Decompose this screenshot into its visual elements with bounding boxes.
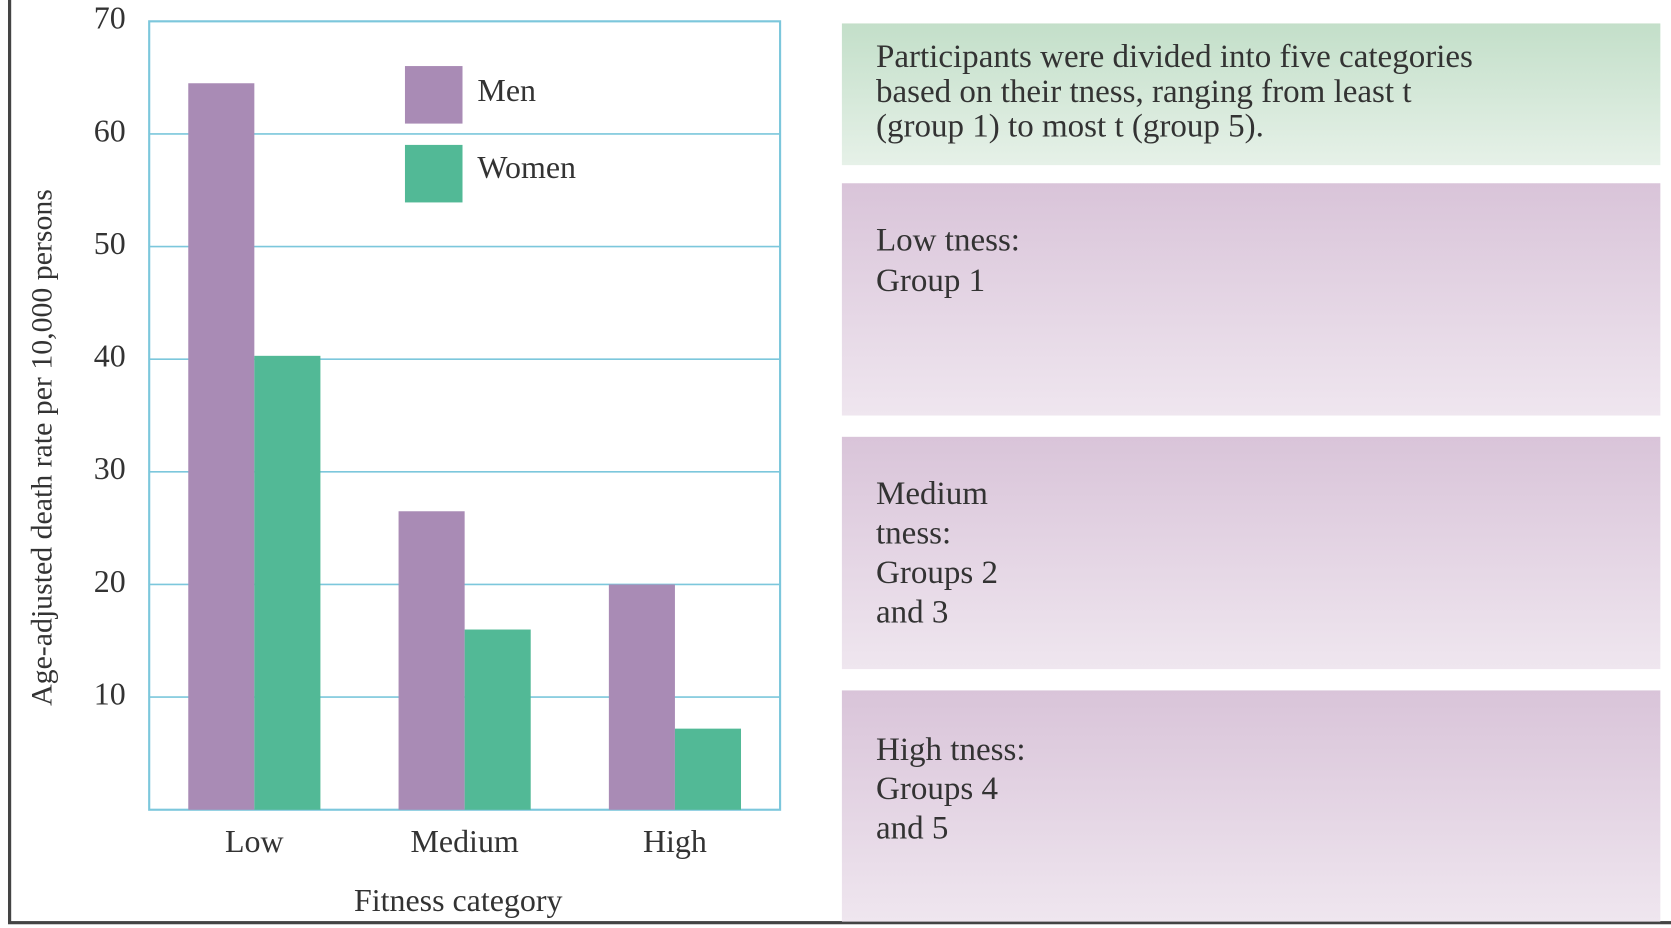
y-tick-label: 50 xyxy=(94,226,126,261)
bar xyxy=(188,83,254,809)
legend-swatch xyxy=(405,66,463,124)
chart: Age-adjusted death rate per 10,000 perso… xyxy=(0,0,1671,928)
y-tick-label: 40 xyxy=(94,339,126,374)
x-tick-label: Medium xyxy=(410,824,518,859)
panel-text: (group 1) to most t (group 5). xyxy=(876,108,1264,144)
legend-label: Women xyxy=(477,150,576,185)
y-tick-label: 70 xyxy=(94,1,126,36)
y-tick-label: 30 xyxy=(94,451,126,486)
panel-text: High tness: xyxy=(876,732,1026,768)
info-panel xyxy=(842,183,1660,415)
x-axis-label: Fitness category xyxy=(354,883,563,918)
y-tick-label: 20 xyxy=(94,564,126,599)
legend-swatch xyxy=(405,145,463,203)
bar xyxy=(675,729,741,810)
panel-text: Groups 2 xyxy=(876,555,998,591)
panel-text: based on their tness, ranging from least… xyxy=(876,74,1412,110)
bar xyxy=(254,356,320,810)
x-tick-label: Low xyxy=(225,824,284,859)
panel-text: Groups 4 xyxy=(876,771,998,807)
panel-text: Medium xyxy=(876,476,988,512)
x-tick-label: High xyxy=(643,824,707,859)
bar xyxy=(465,630,531,810)
panel-text: Participants were divided into five cate… xyxy=(876,39,1473,75)
bar xyxy=(399,511,465,809)
info-panel xyxy=(842,437,1660,669)
legend-label: Men xyxy=(477,73,536,108)
y-tick-label: 60 xyxy=(94,113,126,148)
panel-text: tness: xyxy=(876,515,951,551)
y-axis-label: Age-adjusted death rate per 10,000 perso… xyxy=(26,189,59,706)
bar xyxy=(609,584,675,809)
panel-text: Low tness: xyxy=(876,223,1020,259)
panel-text: and 3 xyxy=(876,594,948,630)
y-tick-label: 10 xyxy=(94,676,126,711)
panel-text: Group 1 xyxy=(876,263,985,299)
panel-text: and 5 xyxy=(876,811,948,847)
